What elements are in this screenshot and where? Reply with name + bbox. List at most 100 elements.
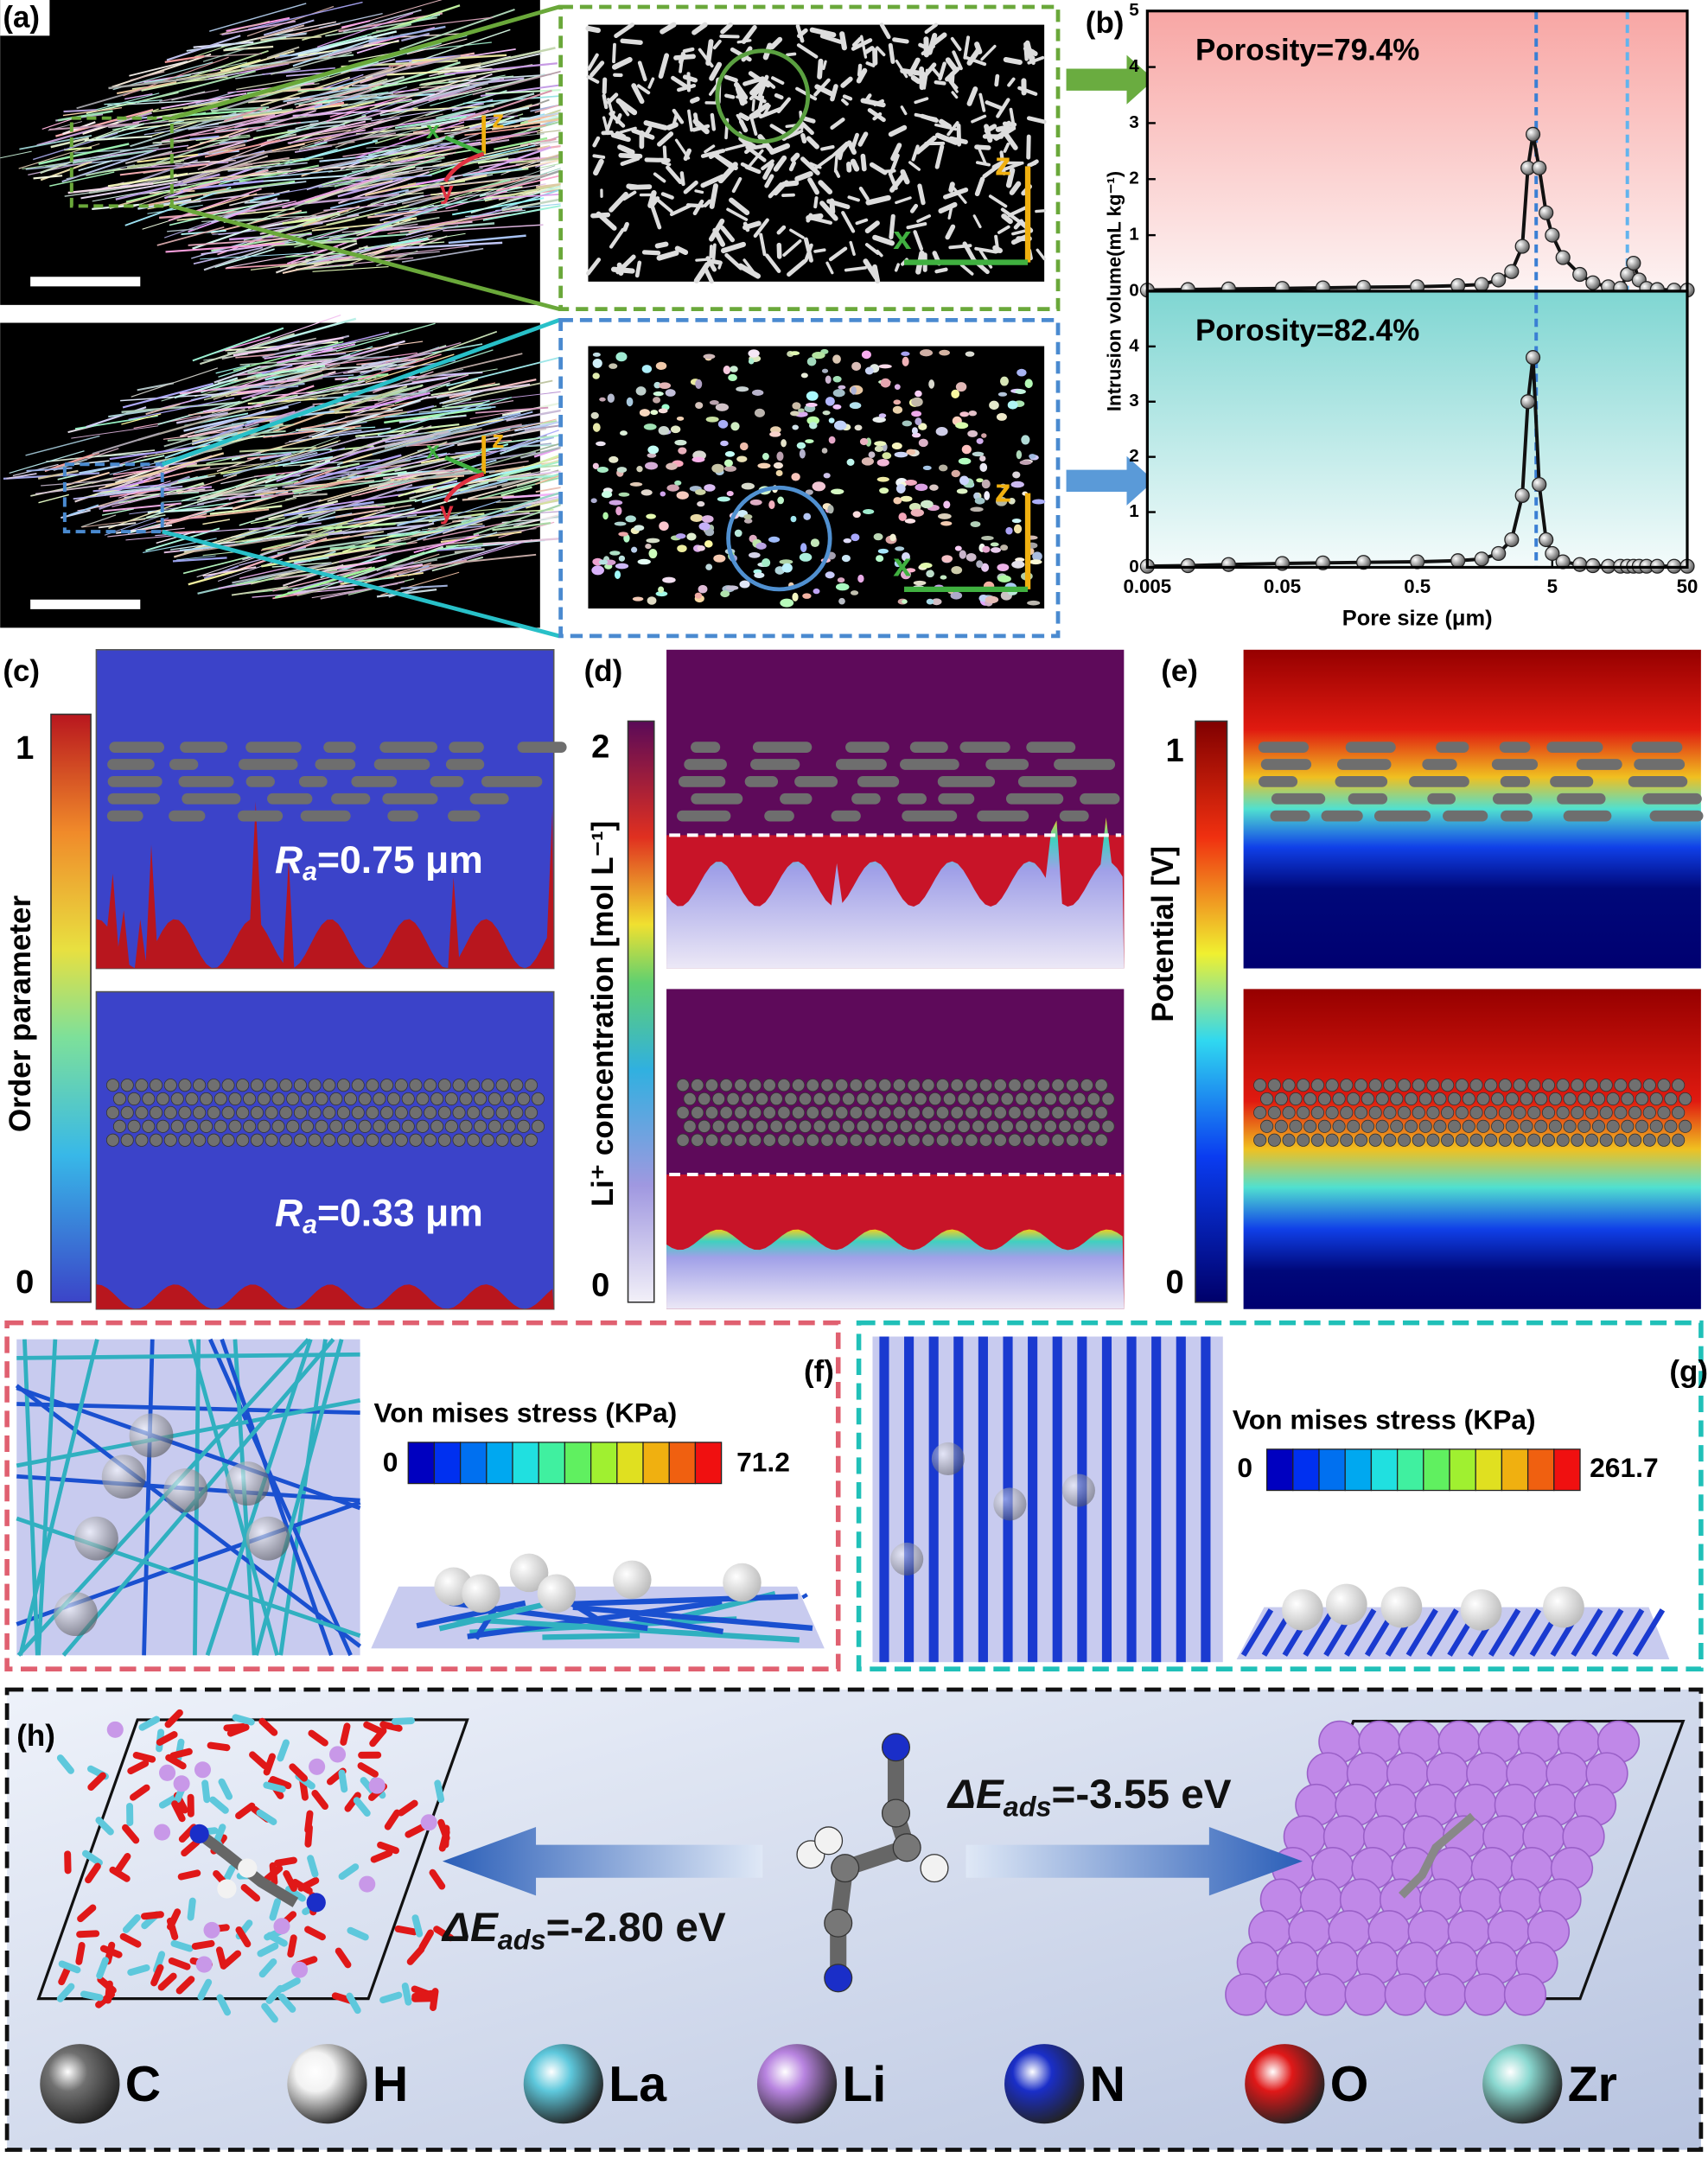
- fiber: [248, 522, 322, 531]
- pore: [781, 563, 793, 573]
- particle: [965, 1079, 978, 1092]
- particle: [864, 1133, 877, 1147]
- pore: [940, 575, 947, 580]
- fiber: [452, 197, 545, 216]
- fiber: [269, 364, 341, 388]
- particle: [899, 1119, 913, 1133]
- strand: [916, 214, 932, 223]
- particle: [676, 1133, 690, 1147]
- fiber: [403, 456, 477, 481]
- pore: [974, 497, 985, 505]
- bond: [80, 1990, 104, 2002]
- strand: [995, 124, 1010, 132]
- particle: [1051, 1105, 1065, 1119]
- particle: [382, 793, 438, 805]
- pore: [626, 397, 634, 407]
- fiber: [202, 519, 231, 525]
- particle: [799, 1119, 813, 1133]
- fiber: [99, 161, 182, 174]
- atom: [881, 1798, 911, 1828]
- particle: [444, 1092, 458, 1106]
- particle: [271, 1092, 285, 1106]
- zoom-box: [62, 462, 164, 534]
- fiber: [235, 448, 332, 458]
- fiber: [1303, 1608, 1335, 1657]
- atom: [1463, 1973, 1507, 2016]
- pore: [920, 500, 934, 509]
- strand: [620, 156, 640, 166]
- data-point: [1220, 557, 1236, 572]
- particle: [300, 1119, 314, 1133]
- pore: [698, 584, 708, 594]
- pore: [868, 451, 876, 459]
- particle: [1345, 742, 1396, 754]
- fiber: [203, 404, 262, 413]
- pore: [928, 379, 935, 389]
- particle: [1571, 1105, 1584, 1119]
- particle: [156, 1119, 170, 1133]
- particle: [792, 1133, 806, 1147]
- particle: [308, 1105, 322, 1119]
- pore: [695, 402, 704, 409]
- label: Zr: [1568, 2057, 1617, 2112]
- particle: [467, 1133, 481, 1147]
- label: (g): [1669, 1355, 1708, 1389]
- fiber: [49, 171, 115, 187]
- particle: [469, 793, 509, 805]
- particle: [112, 1092, 126, 1106]
- strand: [607, 98, 615, 118]
- strand: [860, 153, 867, 172]
- pore: [798, 408, 805, 413]
- pore: [841, 554, 851, 563]
- particle: [1000, 1119, 1014, 1133]
- particle: [684, 759, 727, 770]
- particle: [185, 1119, 199, 1133]
- particle: [445, 759, 485, 770]
- arrow: [442, 1826, 763, 1896]
- fiber: [421, 217, 473, 231]
- pore: [646, 538, 660, 544]
- pore: [655, 361, 667, 370]
- fiber: [397, 512, 442, 527]
- value-text: =0.75 μm: [317, 839, 483, 882]
- strand: [741, 24, 757, 44]
- bond: [56, 1983, 75, 2002]
- bond: [150, 1964, 164, 1987]
- particle: [698, 1119, 711, 1133]
- strand: [782, 239, 802, 258]
- fiber: [79, 464, 124, 474]
- particle: [1036, 1079, 1050, 1092]
- pore: [941, 555, 953, 563]
- subscript: ads: [1004, 1791, 1052, 1822]
- particle: [107, 776, 163, 787]
- pore: [711, 463, 724, 474]
- label: 0.5: [1404, 576, 1431, 597]
- pore: [648, 548, 658, 559]
- pore: [620, 430, 628, 436]
- pore: [592, 358, 602, 368]
- particle: [849, 1105, 863, 1119]
- pore: [632, 596, 644, 602]
- strand: [906, 222, 927, 230]
- particle: [1073, 1119, 1087, 1133]
- bond: [114, 1853, 131, 1874]
- data-point: [1520, 394, 1536, 410]
- strand: [657, 131, 674, 147]
- connector: [171, 204, 560, 311]
- fiber: [317, 374, 354, 379]
- pore: [666, 484, 679, 492]
- particle: [1267, 1105, 1281, 1119]
- fiber: [203, 193, 258, 210]
- fiber: [6, 473, 37, 480]
- fiber: [86, 167, 121, 176]
- colorbar-segment: [694, 1442, 723, 1485]
- particle: [1418, 1092, 1432, 1106]
- particle: [831, 810, 861, 822]
- particle: [1289, 1119, 1303, 1133]
- fiber: [257, 24, 305, 40]
- fiber: [401, 194, 440, 205]
- strand: [948, 181, 955, 193]
- pore: [999, 376, 1009, 386]
- fiber: [157, 400, 240, 425]
- sphere: [129, 1413, 174, 1458]
